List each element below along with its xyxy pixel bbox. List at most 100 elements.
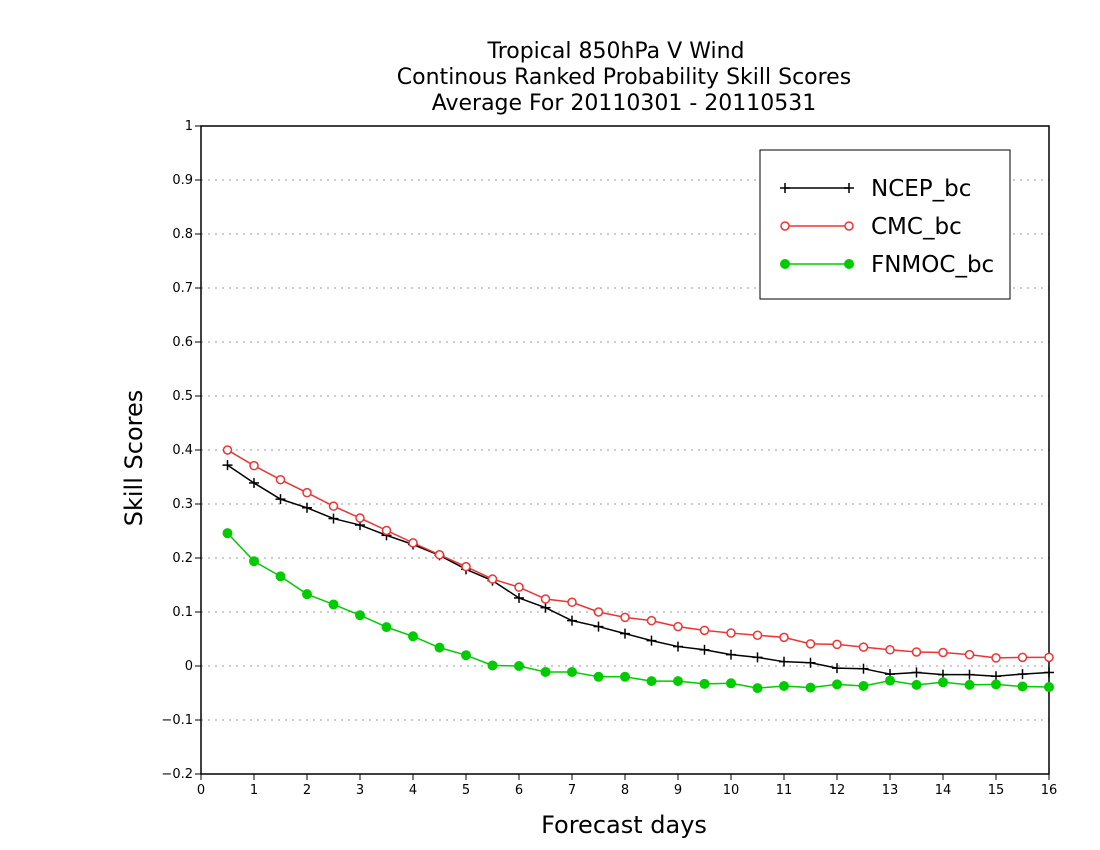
data-point bbox=[780, 183, 790, 193]
chart-title-line-3: Average For 20110301 - 20110531 bbox=[432, 91, 817, 116]
y-tick-label: 0.2 bbox=[172, 551, 193, 566]
data-point bbox=[844, 183, 854, 193]
x-tick-label: 6 bbox=[515, 783, 523, 798]
data-point bbox=[858, 642, 869, 652]
x-tick-label: 4 bbox=[409, 783, 417, 798]
x-tick-label: 14 bbox=[935, 783, 952, 798]
data-point bbox=[964, 679, 975, 690]
data-point bbox=[434, 550, 445, 560]
x-tick-label: 16 bbox=[1041, 783, 1058, 798]
y-tick-label: 0.3 bbox=[172, 497, 193, 512]
legend: NCEP_bc CMC_bc FNMOC_bc bbox=[759, 149, 1011, 300]
data-point bbox=[540, 594, 551, 604]
data-point bbox=[461, 650, 471, 661]
data-point bbox=[885, 645, 895, 655]
data-point bbox=[249, 556, 259, 567]
data-point bbox=[567, 615, 577, 626]
y-tick-label: 0.7 bbox=[172, 281, 193, 296]
data-point bbox=[1044, 652, 1054, 663]
data-point bbox=[858, 663, 869, 674]
data-point bbox=[911, 667, 922, 678]
data-point bbox=[673, 676, 683, 687]
legend-label: NCEP_bc bbox=[871, 176, 971, 202]
data-point bbox=[620, 612, 630, 623]
series-line bbox=[227, 464, 1050, 678]
data-point bbox=[302, 502, 312, 513]
data-point bbox=[1017, 652, 1028, 663]
data-point bbox=[540, 602, 551, 613]
data-point bbox=[302, 487, 312, 498]
y-tick-label: 0 bbox=[185, 659, 193, 674]
data-point bbox=[222, 445, 233, 455]
data-point bbox=[885, 675, 895, 686]
data-point bbox=[832, 679, 842, 690]
data-point bbox=[911, 647, 922, 657]
y-tick-label: −0.2 bbox=[161, 767, 193, 782]
data-point bbox=[1044, 682, 1054, 693]
data-point bbox=[302, 589, 312, 600]
y-tick-label: −0.1 bbox=[161, 713, 193, 728]
data-point bbox=[328, 599, 339, 610]
data-point bbox=[381, 525, 392, 536]
y-tick-label: 0.5 bbox=[172, 389, 193, 404]
data-point bbox=[699, 625, 710, 636]
data-point bbox=[620, 671, 630, 682]
x-tick-label: 11 bbox=[776, 783, 793, 798]
data-point bbox=[593, 621, 604, 632]
y-tick-label: 0.9 bbox=[172, 173, 193, 188]
data-point bbox=[779, 680, 789, 691]
data-point bbox=[752, 630, 763, 640]
data-point bbox=[964, 669, 975, 680]
x-tick-label: 1 bbox=[250, 783, 258, 798]
data-point bbox=[779, 632, 789, 643]
legend-item: NCEP_bc bbox=[780, 176, 971, 202]
data-point bbox=[673, 621, 683, 632]
x-tick-label: 10 bbox=[723, 783, 740, 798]
data-point bbox=[780, 221, 790, 231]
data-point bbox=[1017, 681, 1028, 692]
x-tick-label: 0 bbox=[197, 783, 205, 798]
data-point bbox=[567, 666, 577, 677]
y-tick-label: 0.1 bbox=[172, 605, 193, 620]
data-point bbox=[726, 628, 736, 638]
data-point bbox=[699, 644, 710, 655]
data-point bbox=[805, 657, 816, 668]
data-point bbox=[779, 656, 789, 667]
data-point bbox=[222, 528, 233, 539]
x-tick-label: 7 bbox=[568, 783, 576, 798]
series-line bbox=[226, 532, 1050, 689]
data-point bbox=[646, 676, 657, 687]
data-point bbox=[1044, 667, 1054, 678]
data-point bbox=[726, 649, 736, 660]
data-point bbox=[991, 653, 1001, 663]
legend-box bbox=[759, 149, 1011, 300]
data-point bbox=[938, 647, 948, 658]
legend-label: CMC_bc bbox=[871, 214, 962, 240]
data-point bbox=[381, 622, 392, 633]
data-point bbox=[222, 460, 233, 471]
series-layer bbox=[222, 445, 1054, 694]
chart-title-line-2: Continous Ranked Probability Skill Score… bbox=[397, 65, 851, 90]
data-point bbox=[673, 641, 683, 652]
x-tick-label: 12 bbox=[829, 783, 846, 798]
data-point bbox=[540, 666, 551, 677]
series-fnmoc-bc bbox=[222, 528, 1054, 694]
data-point bbox=[938, 677, 948, 688]
data-point bbox=[805, 639, 816, 649]
x-tick-label: 3 bbox=[356, 783, 364, 798]
data-point bbox=[620, 628, 630, 639]
data-point bbox=[844, 221, 854, 231]
y-tick-label: 0.4 bbox=[172, 443, 193, 458]
y-tick-label: 0.8 bbox=[172, 227, 193, 242]
data-point bbox=[699, 678, 710, 689]
data-point bbox=[593, 671, 604, 682]
data-point bbox=[434, 642, 445, 653]
data-point bbox=[911, 679, 922, 690]
data-point bbox=[752, 652, 763, 663]
y-tick-label: 0.6 bbox=[172, 335, 193, 350]
data-point bbox=[355, 513, 365, 523]
data-point bbox=[780, 259, 790, 269]
data-point bbox=[1017, 669, 1028, 680]
data-point bbox=[249, 477, 259, 488]
